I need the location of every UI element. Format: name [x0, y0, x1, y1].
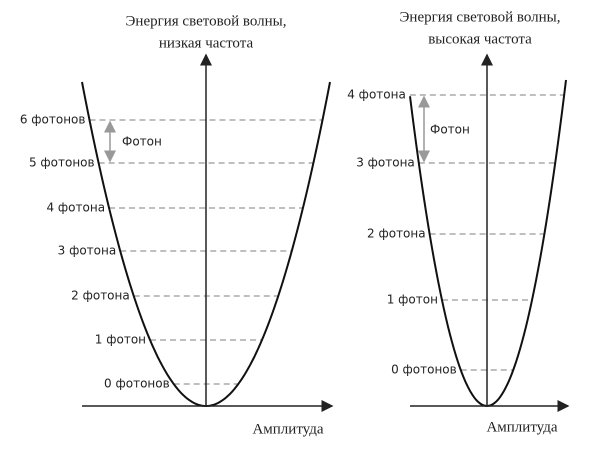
level-label: 3 фотона — [58, 244, 117, 258]
photon-label: Фотон — [430, 123, 470, 137]
panel-title: низкая частота — [159, 35, 254, 51]
level-label: 0 фотонов — [104, 377, 170, 391]
photon-label: Фотон — [122, 135, 162, 149]
level-label: 1 фотон — [95, 333, 146, 347]
axis-label: Амплитуда — [486, 419, 557, 435]
level-label: 4 фотона — [46, 201, 105, 215]
axis-label: Амплитуда — [252, 421, 323, 437]
level-label: 6 фотонов — [20, 113, 86, 127]
panel-title: Энергия световой волны, — [126, 13, 287, 29]
level-label: 3 фотона — [356, 156, 415, 170]
level-label: 5 фотонов — [29, 156, 95, 170]
level-label: 0 фотонов — [391, 363, 457, 377]
level-label: 4 фотона — [347, 88, 406, 102]
level-label: 1 фотон — [387, 293, 438, 307]
level-label: 2 фотона — [367, 227, 426, 241]
level-label: 2 фотона — [71, 289, 130, 303]
panel-title: Энергия световой волны, — [400, 9, 561, 25]
panel-title: высокая частота — [428, 31, 532, 47]
